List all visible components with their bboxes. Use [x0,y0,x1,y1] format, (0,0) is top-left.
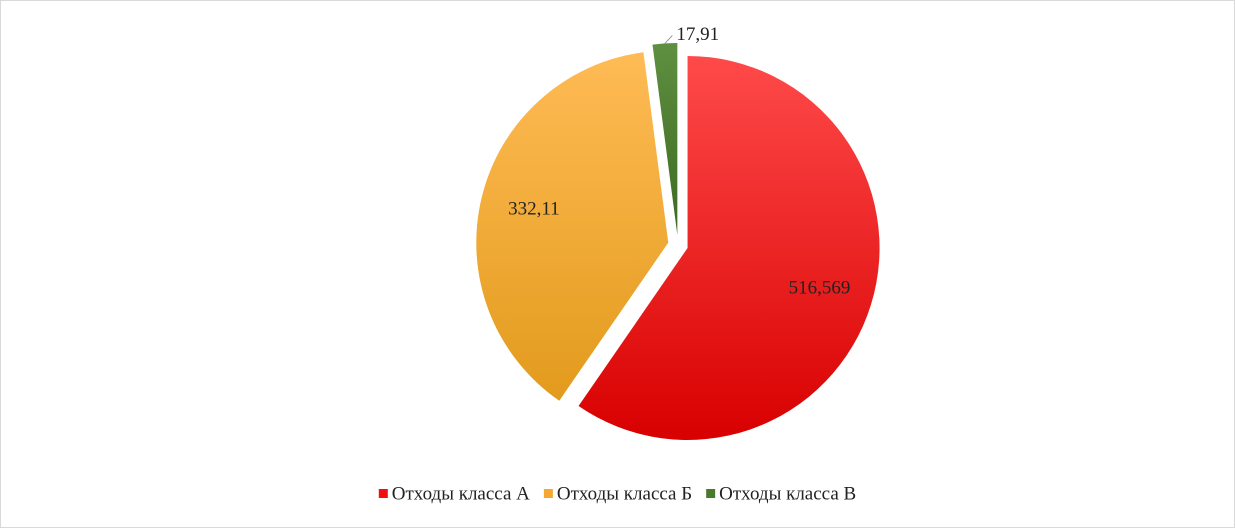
pie-slice [652,43,678,236]
leader-line [664,35,673,44]
data-label: 332,11 [508,199,560,220]
legend-label: Отходы класса А [392,483,530,504]
legend-label: Отходы класса В [719,483,856,504]
legend-swatch [706,489,716,498]
data-label: 516,569 [789,277,851,298]
pie-slice [578,55,880,440]
legend-swatch [543,489,553,498]
pie-slice [476,52,669,401]
legend-swatch [378,489,388,498]
legend-label: Отходы класса Б [557,483,692,504]
data-label: 17,91 [676,24,719,45]
